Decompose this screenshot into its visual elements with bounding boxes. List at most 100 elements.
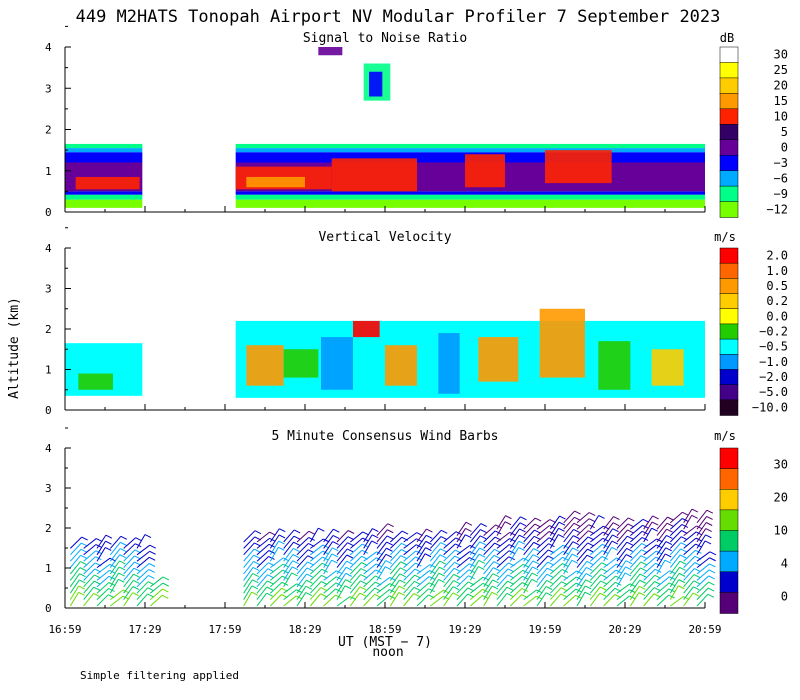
snr-unit-label: dB [720,31,734,45]
wind-barb [563,553,573,568]
wind-barb [643,568,656,581]
wind-barb-flag [612,534,619,539]
wind-barb [456,593,469,607]
wind-barb [256,568,269,581]
wind-barb-flag [708,569,716,574]
wind-barb [349,568,362,581]
colorbar-label: 0 [781,590,788,604]
colorbar-label: −3 [774,156,788,170]
wind-barb-flag [439,554,447,559]
wind-barb [323,594,336,607]
wind-barb [403,556,416,568]
wind-barb [136,544,151,556]
wind-barb [643,550,657,562]
wind-barb [563,582,577,594]
wind-barb-flag [387,529,394,534]
wind-barb-flag [278,540,285,545]
wind-barb [616,529,628,543]
wind-barb [69,592,80,607]
wind-barb-flag [426,528,433,533]
wind-barb-flag [132,586,140,590]
colorbar-swatch [719,509,739,532]
wind-barb-flag [680,542,688,547]
wind-barb-flag [679,560,687,565]
wind-barb [296,567,308,581]
wind-barb [616,548,628,562]
wind-barb [69,536,83,549]
wind-barb-flag [93,586,100,591]
wind-barb [630,518,644,530]
wind-barb [656,570,671,581]
wind-barb-flag [478,566,485,570]
wind-barb [283,589,297,600]
wind-barb [429,529,442,543]
wind-barb [696,540,706,556]
wind-barb-flag [118,578,125,583]
wind-barb-flag [467,593,474,598]
wind-barb-flag [586,560,594,565]
wind-barb-flag [705,534,712,539]
wind-barb-flag [320,593,327,598]
snr-band [65,199,143,208]
colorbar-swatch [719,468,739,490]
wind-barb [323,541,334,556]
wind-barb-flag [585,573,593,577]
wind-barb-flag [439,566,446,571]
wind-barb-flag [494,542,501,547]
wind-barb-flag [347,536,355,541]
wind-barb-flag [629,595,636,600]
wind-barb [363,540,373,556]
x-axis-label: UT (MST − 7) [338,635,432,650]
wind-barb [576,573,587,588]
wind-barb [443,543,456,556]
wind-barb [456,557,470,568]
wind-barb [336,554,348,568]
wind-barb-flag [626,541,634,546]
wind-barb-flag [705,522,713,526]
wind-colorbar: 30 20 10 4 0 [719,447,788,614]
wind-barb [243,530,256,543]
wind-barb-flag [279,528,286,533]
wind-barb [96,547,106,562]
wind-barb-flag [518,540,526,545]
wind-barb [336,530,349,543]
y-tick-label: 0 [45,602,52,615]
wind-barb [629,549,642,562]
wind-barb [483,561,495,575]
wind-barb [510,563,524,575]
wind-barb-flag [133,573,140,578]
colorbar-swatch [719,571,739,594]
wind-barb [256,574,268,588]
wind-barb [443,555,456,568]
wind-barb-flag [654,568,662,573]
wind-barb-flag [360,574,367,578]
wind-barb-flag [400,561,407,566]
wind-barb-flag [371,540,378,545]
wind-barb [69,573,80,588]
wind-barb-flag [253,554,260,559]
wind-barb [270,569,283,581]
velocity-panel: 0 1 2 3 4 [45,227,706,417]
wind-barb-flag [491,591,499,596]
wind-barb [483,567,494,581]
wind-barb [96,569,110,581]
wind-barb-flag [558,521,566,526]
wind-barb-flag [575,582,583,587]
wind-barb [629,567,641,581]
wind-barb [563,576,577,588]
wind-barb-flag [385,553,393,558]
wind-barb [629,543,643,556]
wind-barb-flag [414,580,421,585]
colorbar-swatch [719,201,739,218]
wind-barb [696,522,707,536]
wind-barb-flag [705,528,712,533]
wind-barb [403,580,415,594]
snr-band [65,194,143,200]
wind-barb-flag [414,574,421,579]
wind-barb-flag [133,567,141,572]
data-patch [651,349,684,386]
wind-barb [136,575,149,588]
wind-barb [256,531,270,543]
wind-barb [363,551,377,562]
x-tick-label: 20:29 [608,623,641,636]
